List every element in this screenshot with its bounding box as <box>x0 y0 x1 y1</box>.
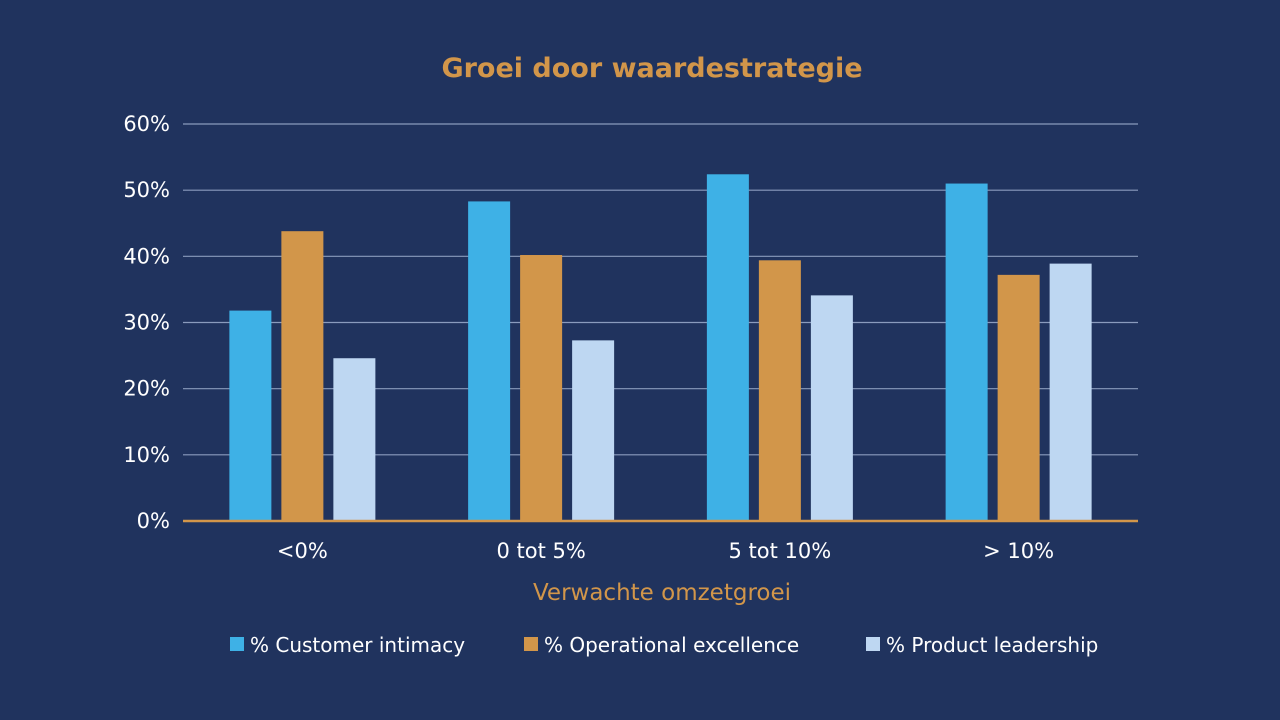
bar <box>229 310 272 521</box>
y-tick-label: 0% <box>137 509 170 533</box>
y-tick-label: 30% <box>123 311 170 335</box>
x-axis-categories: <0% 0 tot 5% 5 tot 10% > 10% <box>277 539 1054 563</box>
legend-label: % Product leadership <box>886 633 1098 657</box>
legend-swatch <box>866 637 880 651</box>
x-tick-label: > 10% <box>983 539 1054 563</box>
bar <box>1049 263 1092 521</box>
bar <box>333 358 376 521</box>
chart-title: Groei door waardestrategie <box>441 53 862 84</box>
bar <box>810 295 853 521</box>
bars <box>229 174 1092 522</box>
bar <box>758 260 801 521</box>
y-tick-label: 60% <box>123 112 170 136</box>
legend-label: % Operational excellence <box>544 633 799 657</box>
x-tick-label: 5 tot 10% <box>729 539 832 563</box>
legend-label: % Customer intimacy <box>250 633 465 657</box>
bar <box>997 274 1040 521</box>
x-tick-label: <0% <box>277 539 328 563</box>
bar <box>281 231 324 521</box>
legend-swatch <box>230 637 244 651</box>
y-axis-ticks: 0% 10% 20% 30% 40% 50% 60% <box>123 112 170 533</box>
bar <box>706 174 749 521</box>
bar <box>945 183 988 522</box>
x-tick-label: 0 tot 5% <box>496 539 585 563</box>
bar <box>468 201 511 522</box>
y-tick-label: 10% <box>123 443 170 467</box>
y-tick-label: 40% <box>123 244 170 268</box>
legend-swatch <box>524 637 538 651</box>
y-tick-label: 20% <box>123 377 170 401</box>
y-tick-label: 50% <box>123 178 170 202</box>
bar <box>572 340 615 521</box>
x-axis-label: Verwachte omzetgroei <box>533 580 791 606</box>
bar <box>520 255 563 521</box>
gridlines <box>183 123 1138 456</box>
legend: % Customer intimacy % Operational excelle… <box>230 633 1098 657</box>
